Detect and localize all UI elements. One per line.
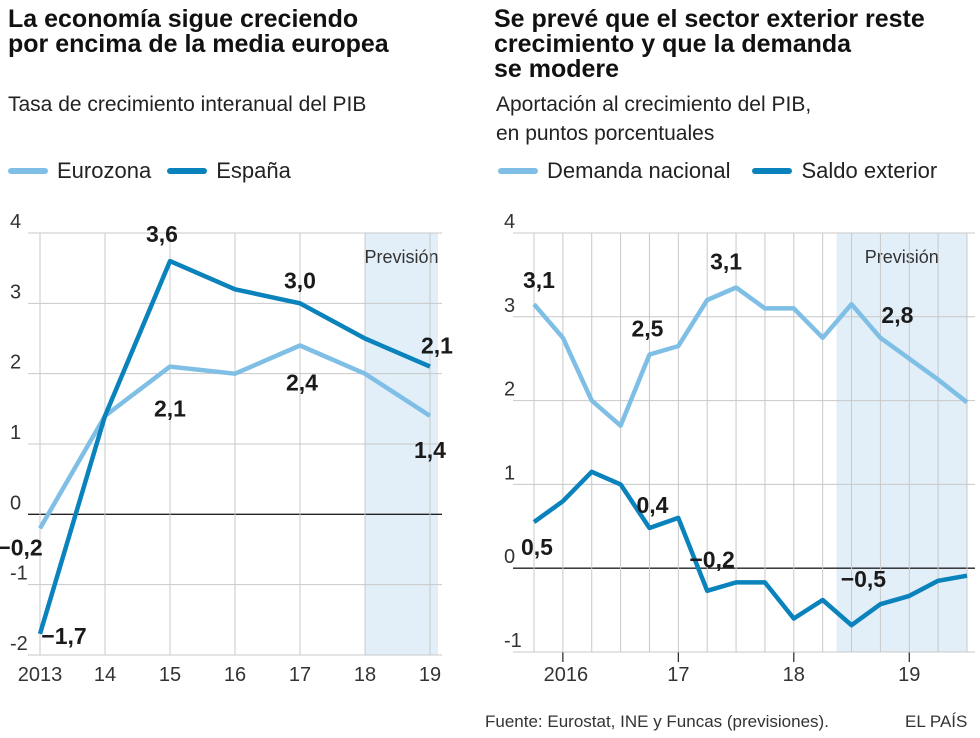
- right-data-label-demanda-nacional: 2,5: [631, 316, 663, 342]
- right-line-chart: Previsión 4 3 2 1 0 -1 2016 17 18 19 3,1 2,5 3,1 2,8 0,…: [0, 0, 980, 700]
- right-y-tick-label: 3: [504, 295, 515, 317]
- right-y-tick-label: -1: [504, 630, 522, 652]
- right-forecast-label: Previsión: [865, 247, 939, 267]
- right-data-label-saldo-exterior: 0,4: [636, 492, 668, 518]
- right-y-tick-label: 0: [504, 546, 515, 568]
- right-data-label-saldo-exterior: −0,2: [689, 546, 734, 572]
- right-data-label-saldo-exterior: 0,5: [521, 534, 553, 560]
- right-x-tick-label: 2016: [544, 664, 589, 686]
- right-y-tick-label: 1: [504, 462, 515, 484]
- source-note: Fuente: Eurostat, INE y Funcas (previsio…: [485, 712, 829, 732]
- right-x-tick-label: 18: [783, 664, 805, 686]
- right-y-tick-label: 2: [504, 379, 515, 401]
- right-data-label-demanda-nacional: 3,1: [523, 267, 555, 293]
- right-data-label-demanda-nacional: 2,8: [881, 302, 913, 328]
- brand-label: EL PAÍS: [905, 712, 967, 732]
- right-y-tick-label: 4: [504, 211, 515, 233]
- right-data-label-demanda-nacional: 3,1: [710, 248, 742, 274]
- right-data-label-saldo-exterior: −0,5: [841, 566, 887, 592]
- right-x-tick-label: 17: [667, 664, 689, 686]
- right-x-tick-label: 19: [898, 664, 920, 686]
